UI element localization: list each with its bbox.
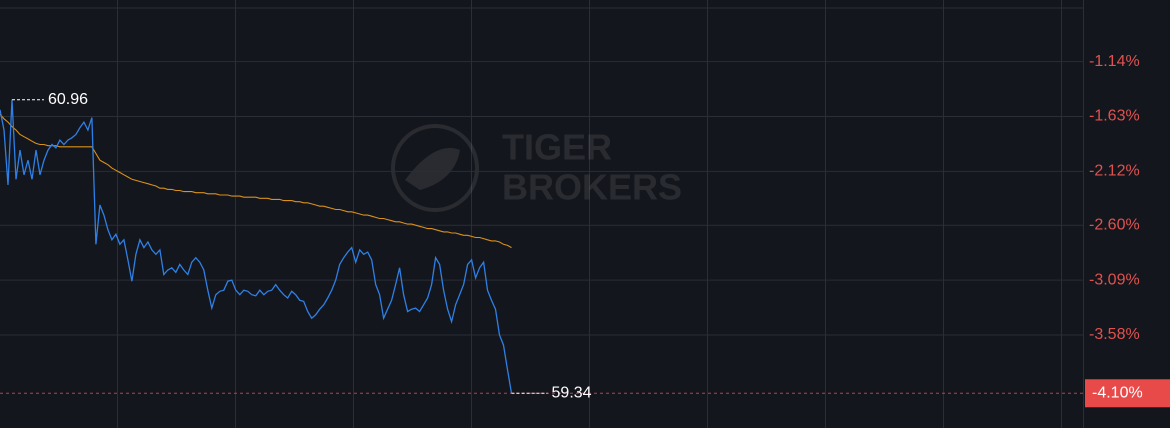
y-tick-label: -1.63% (1089, 108, 1140, 125)
y-tick-label: -3.58% (1089, 326, 1140, 343)
last-label: 59.34 (552, 384, 592, 401)
last-change-label: -4.10% (1092, 384, 1143, 401)
watermark: TIGER BROKERS (391, 124, 682, 212)
y-tick-label: -2.12% (1089, 163, 1140, 180)
watermark-text: BROKERS (502, 167, 682, 208)
y-tick-label: -3.09% (1089, 271, 1140, 288)
watermark-logo-mark (405, 148, 460, 190)
vertical-grid (117, 0, 1062, 428)
y-tick-label: -2.60% (1089, 216, 1140, 233)
last-change-box (1085, 379, 1170, 408)
series-line (0, 113, 512, 249)
high-label: 60.96 (48, 91, 88, 108)
watermark-text: TIGER (502, 127, 612, 168)
y-tick-label: -1.14% (1089, 53, 1140, 70)
watermark-logo (391, 124, 479, 212)
series-line (0, 99, 513, 394)
